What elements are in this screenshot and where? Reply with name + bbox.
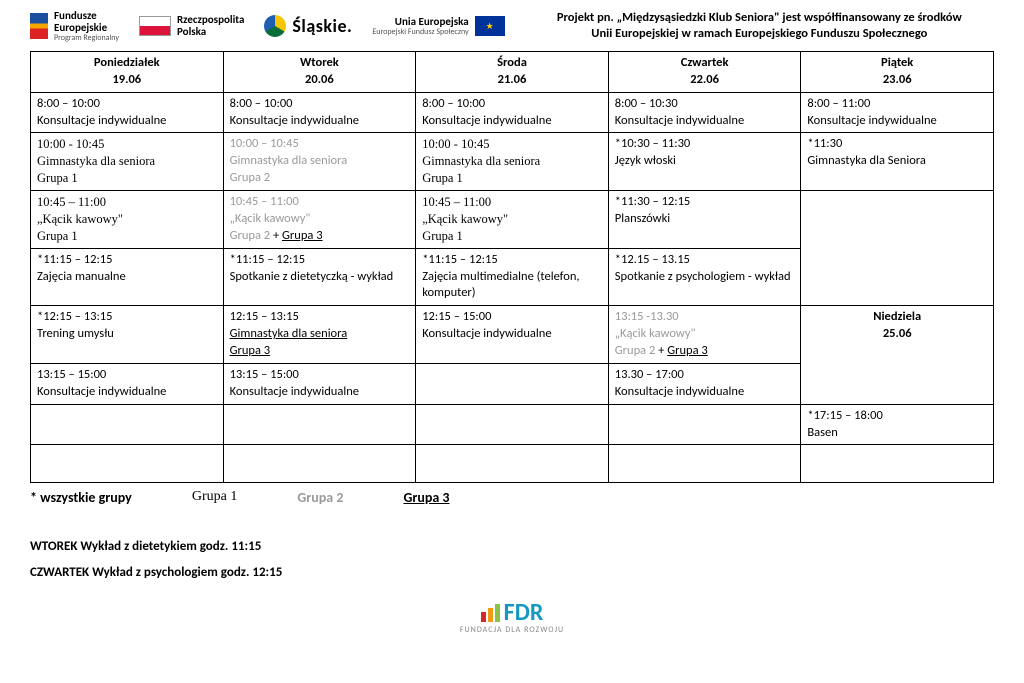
notes: WTOREK Wykład z dietetykiem godz. 11:15 … [30,534,994,586]
cell [801,191,994,306]
logo-rzeczpospolita: Rzeczpospolita Polska [139,14,244,38]
table-row: 10:45 – 11:00„Kącik kawowy"Grupa 1 10:45… [31,191,994,249]
cell: *11:15 – 12:15Zajęcia multimedialne (tel… [416,248,609,306]
cell: 8:00 – 10:00Konsultacje indywidualne [223,92,416,133]
cell [223,404,416,445]
cell [608,404,801,445]
rp-text-2: Polska [177,26,244,38]
project-line-2: Unii Europejskiej w ramach Europejskiego… [525,26,994,42]
legend-grupa-1: Grupa 1 [192,489,238,506]
cell-niedziela: Niedziela25.06 [801,306,994,404]
header: Fundusze Europejskie Program Regionalny … [30,10,994,43]
cell: *11:15 – 12:15Spotkanie z dietetyczką - … [223,248,416,306]
table-row [31,445,994,483]
slaskie-icon [264,15,286,37]
table-row: 10:00 - 10:45Gimnastyka dla senioraGrupa… [31,133,994,191]
col-thu: Czwartek22.06 [608,51,801,92]
cell: 13:15 -13.30„Kącik kawowy"Grupa 2 + Grup… [608,306,801,364]
project-line-1: Projekt pn. „Międzysąsiedzki Klub Senior… [525,10,994,26]
logo-slaskie: Śląskie. [264,15,352,37]
cell [31,404,224,445]
fdr-bars-icon [481,604,500,622]
cell: 13:15 – 15:00Konsultacje indywidualne [223,363,416,404]
cell: 8:00 – 11:00Konsultacje indywidualne [801,92,994,133]
cell [31,445,224,483]
table-row: 8:00 – 10:00Konsultacje indywidualne 8:0… [31,92,994,133]
cell: 13:15 – 15:00Konsultacje indywidualne [31,363,224,404]
fdr-logo: FDR [481,598,544,627]
cell: 10:45 – 11:00„Kącik kawowy"Grupa 1 [31,191,224,249]
cell: *12.15 – 13.15Spotkanie z psychologiem -… [608,248,801,306]
legend-all: * wszystkie grupy [30,489,132,506]
footer: FDR FUNDACJA DLA ROZWOJU [30,598,994,635]
cell: 12:15 – 13:15Gimnastyka dla senioraGrupa… [223,306,416,364]
cell: 10:00 - 10:45Gimnastyka dla senioraGrupa… [416,133,609,191]
slaskie-text: Śląskie. [292,15,352,37]
rp-flag-icon [139,16,171,36]
fe-icon [30,13,48,39]
cell: *17:15 – 18:00Basen [801,404,994,445]
cell [801,445,994,483]
col-fri: Piątek23.06 [801,51,994,92]
table-row: *12:15 – 13:15Trening umysłu 12:15 – 13:… [31,306,994,364]
cell: 8:00 – 10:00Konsultacje indywidualne [416,92,609,133]
header-row: Poniedziałek19.06 Wtorek20.06 Środa21.06… [31,51,994,92]
eu-flag-icon: ★ [475,16,505,36]
cell: *11:30Gimnastyka dla Seniora [801,133,994,191]
legend: * wszystkie grupy Grupa 1 Grupa 2 Grupa … [30,489,994,506]
col-mon: Poniedziałek19.06 [31,51,224,92]
cell: *11:30 – 12:15Planszówki [608,191,801,249]
fdr-subtitle: FUNDACJA DLA ROZWOJU [30,625,994,635]
cell [416,445,609,483]
cell: *10:30 – 11:30Język włoski [608,133,801,191]
fe-text-3: Program Regionalny [54,34,119,43]
legend-grupa-2: Grupa 2 [297,489,343,506]
cell: 10:45 – 11:00„Kącik kawowy"Grupa 1 [416,191,609,249]
logo-unia-europejska: Unia Europejska Europejski Fundusz Społe… [372,16,504,37]
note-1: WTOREK Wykład z dietetykiem godz. 11:15 [30,534,994,560]
col-wed: Środa21.06 [416,51,609,92]
cell: 10:45 – 11:00„Kącik kawowy"Grupa 2 + Gru… [223,191,416,249]
cell [223,445,416,483]
cell: 12:15 – 15:00Konsultacje indywidualne [416,306,609,364]
logo-fundusze-europejskie: Fundusze Europejskie Program Regionalny [30,10,119,43]
col-tue: Wtorek20.06 [223,51,416,92]
cell: 13.30 – 17:00Konsultacje indywidualne [608,363,801,404]
table-row: *17:15 – 18:00Basen [31,404,994,445]
cell [608,445,801,483]
ue-text-2: Europejski Fundusz Społeczny [372,28,468,37]
cell: 8:00 – 10:30Konsultacje indywidualne [608,92,801,133]
cell: 10:00 – 10:45Gimnastyka dla senioraGrupa… [223,133,416,191]
project-title: Projekt pn. „Międzysąsiedzki Klub Senior… [525,10,994,43]
schedule-table: Poniedziałek19.06 Wtorek20.06 Środa21.06… [30,51,994,484]
cell: 8:00 – 10:00Konsultacje indywidualne [31,92,224,133]
note-2: CZWARTEK Wykład z psychologiem godz. 12:… [30,560,994,586]
fdr-text: FDR [504,598,544,627]
cell: *12:15 – 13:15Trening umysłu [31,306,224,364]
cell [416,404,609,445]
cell [416,363,609,404]
cell: *11:15 – 12:15Zajęcia manualne [31,248,224,306]
cell: 10:00 - 10:45Gimnastyka dla senioraGrupa… [31,133,224,191]
legend-grupa-3: Grupa 3 [403,489,449,506]
